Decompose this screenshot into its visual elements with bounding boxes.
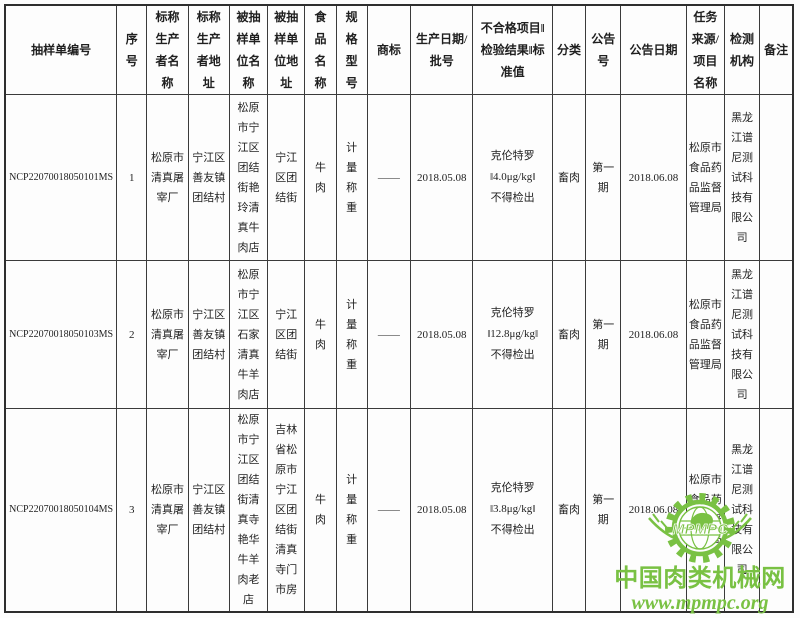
header-cell-food-name: 食 品 名 称 bbox=[304, 4, 337, 95]
header-row: 抽样单编号 序 号 标称 生产 者名 称 标称 生产 者地 址 被抽 样单 位名… bbox=[4, 4, 794, 95]
table-row: NCP22070018050104MS 3 松原市 清真屠 宰厂 宁江区 善友镇… bbox=[4, 408, 794, 612]
cell-producer-name: 松原市 清真屠 宰厂 bbox=[146, 260, 189, 409]
cell-failed-item: 克伦特罗 ‖4.0μg/kg‖ 不得检出 bbox=[472, 94, 553, 261]
cell-brand: —— bbox=[366, 408, 412, 612]
cell-spec: 计 量 称 重 bbox=[335, 94, 368, 261]
cell-category: 畜肉 bbox=[551, 94, 587, 261]
cell-failed-item: 克伦特罗 ‖3.8μg/kg‖ 不得检出 bbox=[472, 408, 553, 612]
cell-category: 畜肉 bbox=[551, 260, 587, 409]
header-cell-notice-no: 公告 号 bbox=[585, 4, 622, 95]
cell-failed-item: 克伦特罗 ‖12.8μg/kg‖ 不得检出 bbox=[472, 260, 553, 409]
table-row: NCP22070018050103MS 2 松原市 清真屠 宰厂 宁江区 善友镇… bbox=[4, 260, 794, 409]
header-cell-task-source: 任务 来源/ 项目 名称 bbox=[685, 4, 725, 95]
header-cell-sample-id: 抽样单编号 bbox=[4, 4, 118, 95]
inspection-results-table: 抽样单编号 序 号 标称 生产 者名 称 标称 生产 者地 址 被抽 样单 位名… bbox=[4, 4, 794, 613]
cell-notice-no: 第一 期 bbox=[585, 94, 622, 261]
header-cell-notice-date: 公告日期 bbox=[620, 4, 687, 95]
header-cell-producer-name: 标称 生产 者名 称 bbox=[146, 4, 189, 95]
cell-food-name: 牛 肉 bbox=[304, 260, 337, 409]
table-row: NCP22070018050101MS 1 松原市 清真屠 宰厂 宁江区 善友镇… bbox=[4, 94, 794, 261]
cell-remark bbox=[759, 94, 794, 261]
cell-producer-addr: 宁江区 善友镇 团结村 bbox=[187, 260, 230, 409]
cell-sampled-unit-addr: 吉林 省松 原市 宁江 区团 结街 清真 寺门 市房 bbox=[267, 408, 306, 612]
header-cell-producer-addr: 标称 生产 者地 址 bbox=[187, 4, 230, 95]
cell-producer-name: 松原市 清真屠 宰厂 bbox=[146, 408, 189, 612]
cell-spec: 计 量 称 重 bbox=[335, 408, 368, 612]
cell-seq: 2 bbox=[116, 260, 148, 409]
cell-brand: —— bbox=[366, 94, 412, 261]
cell-sampled-unit-addr: 宁江 区团 结街 bbox=[267, 94, 306, 261]
cell-notice-date: 2018.06.08 bbox=[620, 408, 687, 612]
cell-food-name: 牛 肉 bbox=[304, 408, 337, 612]
cell-sample-id: NCP22070018050101MS bbox=[4, 94, 118, 261]
cell-prod-date: 2018.05.08 bbox=[409, 94, 474, 261]
header-cell-brand: 商标 bbox=[366, 4, 412, 95]
cell-sample-id: NCP22070018050103MS bbox=[4, 260, 118, 409]
header-cell-test-agency: 检测 机构 bbox=[723, 4, 761, 95]
cell-prod-date: 2018.05.08 bbox=[409, 260, 474, 409]
cell-notice-no: 第一 期 bbox=[585, 408, 622, 612]
header-cell-spec: 规 格 型 号 bbox=[335, 4, 368, 95]
cell-producer-addr: 宁江区 善友镇 团结村 bbox=[187, 408, 230, 612]
cell-prod-date: 2018.05.08 bbox=[409, 408, 474, 612]
cell-sampled-unit-name: 松原 市宁 江区 石家 清真 牛羊 肉店 bbox=[228, 260, 269, 409]
cell-sample-id: NCP22070018050104MS bbox=[4, 408, 118, 612]
cell-remark bbox=[759, 260, 794, 409]
cell-notice-date: 2018.06.08 bbox=[620, 94, 687, 261]
header-cell-remark: 备注 bbox=[759, 4, 794, 95]
cell-remark bbox=[759, 408, 794, 612]
cell-task-source: 松原市 食品药 品监督 管理局 bbox=[685, 408, 725, 612]
cell-sampled-unit-addr: 宁江 区团 结街 bbox=[267, 260, 306, 409]
cell-sampled-unit-name: 松原 市宁 江区 团结 街艳 玲清 真牛 肉店 bbox=[228, 94, 269, 261]
cell-food-name: 牛 肉 bbox=[304, 94, 337, 261]
cell-category: 畜肉 bbox=[551, 408, 587, 612]
cell-seq: 3 bbox=[116, 408, 148, 612]
cell-test-agency: 黑龙 江谱 尼测 试科 技有 限公 司 bbox=[723, 408, 761, 612]
cell-spec: 计 量 称 重 bbox=[335, 260, 368, 409]
header-cell-seq: 序 号 bbox=[116, 4, 148, 95]
cell-task-source: 松原市 食品药 品监督 管理局 bbox=[685, 94, 725, 261]
cell-brand: —— bbox=[366, 260, 412, 409]
cell-test-agency: 黑龙 江谱 尼测 试科 技有 限公 司 bbox=[723, 94, 761, 261]
cell-producer-name: 松原市 清真屠 宰厂 bbox=[146, 94, 189, 261]
header-cell-sampled-unit-name: 被抽 样单 位名 称 bbox=[228, 4, 269, 95]
header-cell-prod-date: 生产日期/ 批号 bbox=[409, 4, 474, 95]
header-cell-category: 分类 bbox=[551, 4, 587, 95]
cell-notice-no: 第一 期 bbox=[585, 260, 622, 409]
cell-producer-addr: 宁江区 善友镇 团结村 bbox=[187, 94, 230, 261]
cell-test-agency: 黑龙 江谱 尼测 试科 技有 限公 司 bbox=[723, 260, 761, 409]
cell-notice-date: 2018.06.08 bbox=[620, 260, 687, 409]
cell-task-source: 松原市 食品药 品监督 管理局 bbox=[685, 260, 725, 409]
cell-seq: 1 bbox=[116, 94, 148, 261]
header-cell-failed-item: 不合格项目‖ 检验结果‖标 准值 bbox=[472, 4, 553, 95]
header-cell-sampled-unit-addr: 被抽 样单 位地 址 bbox=[267, 4, 306, 95]
cell-sampled-unit-name: 松原 市宁 江区 团结 街清 真寺 艳华 牛羊 肉老 店 bbox=[228, 408, 269, 612]
